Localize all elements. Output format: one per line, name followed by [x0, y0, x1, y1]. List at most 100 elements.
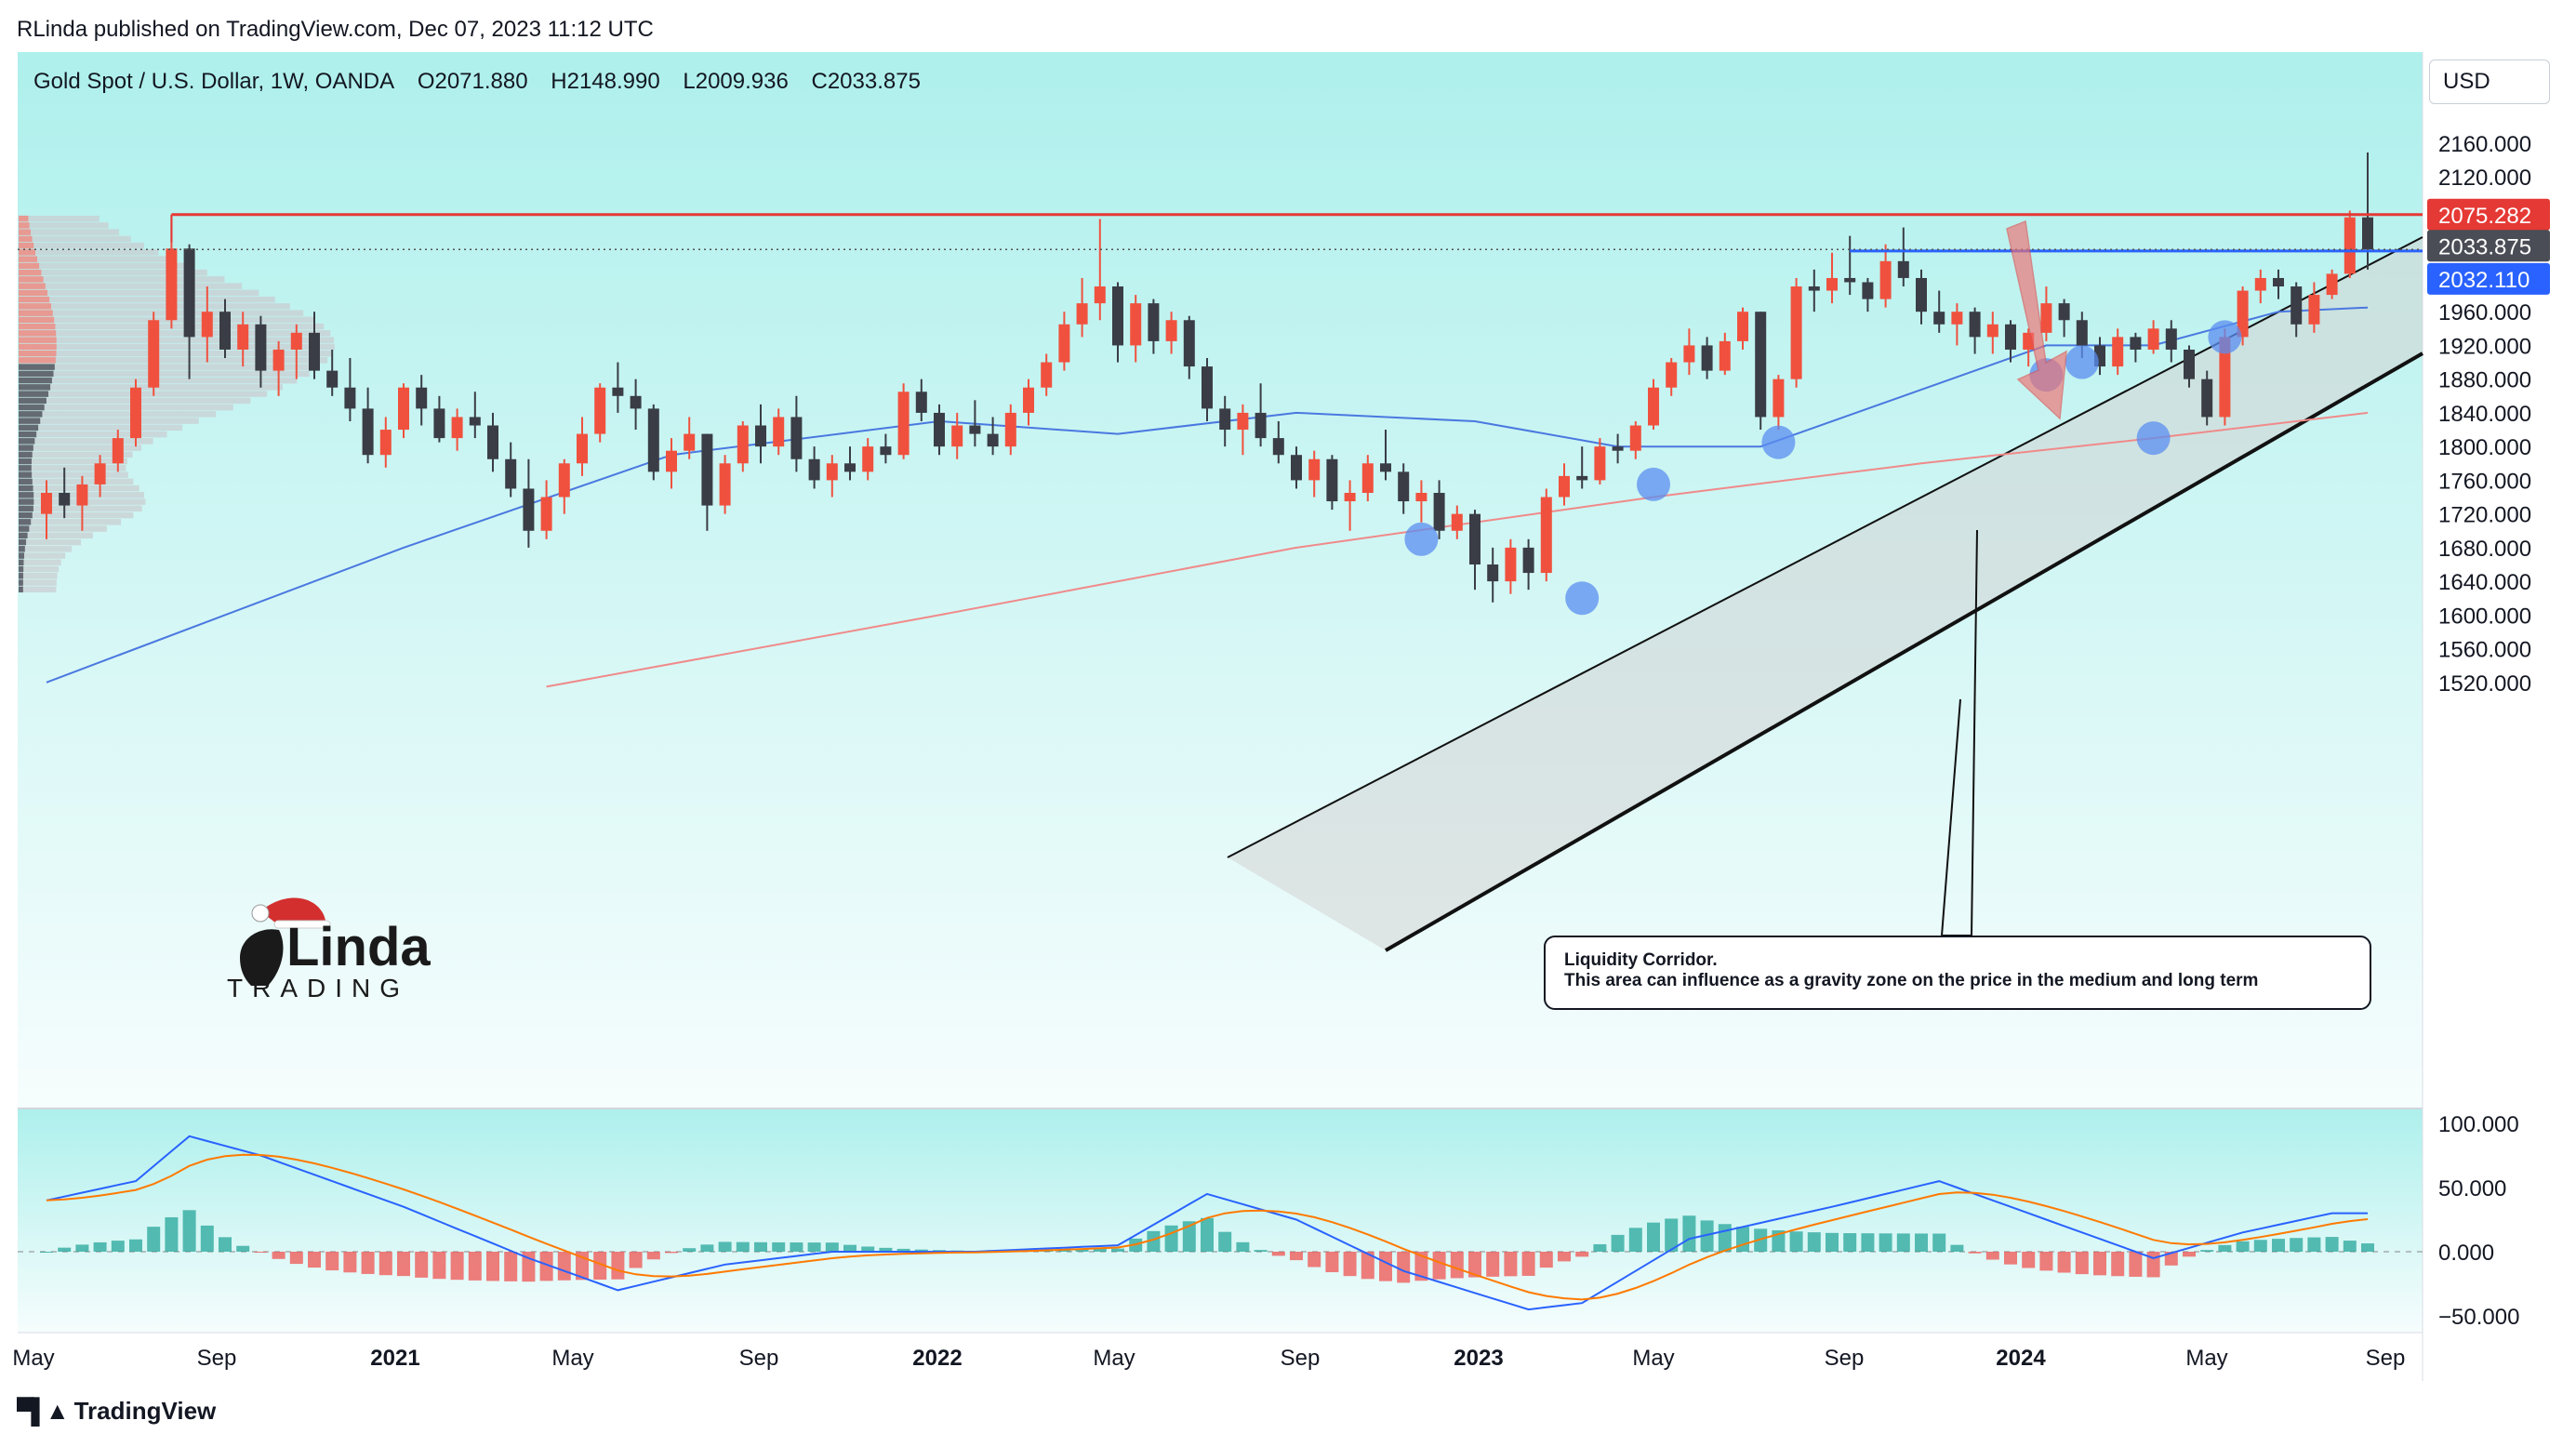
histogram-bar [1164, 1225, 1178, 1252]
candle-body [1916, 277, 1927, 312]
volume-profile-bar [19, 532, 93, 539]
volume-profile-bar-split [19, 215, 29, 222]
touch-point-icon [2065, 345, 2099, 379]
price-tick-label: 1960.000 [2438, 300, 2531, 325]
note-pointer-line [1941, 698, 1961, 936]
volume-profile-bar [19, 519, 122, 525]
histogram-bar [1414, 1252, 1428, 1281]
note-pointer-line [1971, 529, 1978, 936]
volume-profile-bar-split [19, 565, 24, 573]
volume-profile-bar [19, 249, 159, 256]
histogram-bar [272, 1252, 285, 1259]
histogram-bar [2236, 1241, 2250, 1252]
histogram-bar [2325, 1237, 2339, 1252]
volume-profile-bar-split [19, 519, 32, 525]
volume-profile-bar-split [19, 310, 53, 316]
price-tick-label: 1920.000 [2438, 334, 2531, 359]
volume-profile-bar-split [19, 350, 57, 357]
histogram-bar [1896, 1233, 1910, 1252]
macd-line [46, 1135, 2368, 1311]
histogram-bar [2361, 1243, 2374, 1252]
histogram-bar [2272, 1239, 2285, 1252]
histogram-bar [1254, 1250, 1268, 1252]
price-tick-label: 1840.000 [2438, 402, 2531, 427]
candle-body [1540, 497, 1552, 574]
oscillator-tick-label: −50.000 [2438, 1305, 2519, 1330]
candle-body [219, 312, 231, 350]
candle-body [112, 438, 124, 464]
histogram-bar [879, 1247, 893, 1252]
volume-profile-bar-split [19, 256, 38, 262]
histogram-bar [896, 1248, 910, 1252]
candle-body [1004, 412, 1016, 447]
volume-profile-bar [19, 431, 167, 438]
histogram-bar [378, 1252, 392, 1276]
blue-level-price-tag-bg [2427, 262, 2550, 295]
candle-body [1487, 564, 1499, 582]
candle-body [1130, 303, 1142, 346]
volume-profile-bar [19, 283, 243, 289]
candle-body [826, 463, 838, 481]
price-tick-label: 2120.000 [2438, 166, 2531, 191]
time-axis[interactable]: May Sep 2021 May Sep 2022 May Sep 2023 May Sep 2024… [12, 1346, 2405, 1371]
candle-body [2184, 349, 2195, 379]
volume-profile-bar [19, 565, 60, 573]
candle-body [469, 417, 481, 426]
volume-profile-bar [19, 262, 191, 270]
candle-body [2291, 286, 2303, 325]
histogram-bar [2022, 1252, 2036, 1268]
candle-body [1272, 438, 1284, 456]
volume-profile-bar-split [19, 249, 36, 256]
histogram-bar [1718, 1224, 1732, 1252]
volume-profile-bar [19, 424, 183, 431]
volume-profile-bar-split [19, 357, 56, 364]
candle-body [969, 425, 981, 434]
histogram-bar [1665, 1218, 1679, 1252]
volume-profile-bar-split [19, 411, 43, 418]
histogram-bar [1111, 1248, 1124, 1252]
tradingview-logo[interactable]: ▀▌▲ TradingView [17, 1397, 216, 1426]
candle-body [880, 446, 892, 456]
candle-body [2058, 303, 2070, 321]
volume-profile-bar [19, 418, 199, 424]
candle-body [1183, 320, 1195, 367]
histogram-bar [1628, 1228, 1642, 1252]
histogram-bar [1843, 1233, 1857, 1252]
candle-body [577, 433, 588, 464]
oscillator-axis[interactable]: 100.000 50.000 0.000 −50.000 [2438, 1112, 2519, 1330]
candle-body [790, 417, 803, 459]
histogram-bar [1432, 1252, 1446, 1280]
currency-button[interactable]: USD [2429, 60, 2550, 104]
price-tick-label: 2160.000 [2438, 132, 2531, 157]
volume-profile-bar [19, 538, 82, 546]
volume-profile-bar-split [19, 505, 33, 512]
histogram-bar [1700, 1220, 1714, 1252]
volume-profile-bar [19, 404, 233, 411]
price-tick-label: 1520.000 [2438, 671, 2531, 697]
volume-profile-bar [19, 445, 142, 451]
touch-point-icon [2136, 421, 2171, 456]
histogram-bar [2039, 1252, 2053, 1271]
histogram-bar [504, 1252, 518, 1281]
touch-point-icon [2208, 320, 2242, 354]
histogram-bar [2075, 1252, 2089, 1275]
candle-body [398, 387, 409, 431]
oscillator-tick-label: 0.000 [2438, 1241, 2494, 1266]
histogram-bar [1950, 1244, 1964, 1252]
histogram-bar [1754, 1228, 1768, 1252]
profile-silhouette-icon [240, 929, 284, 986]
histogram-bar [1807, 1232, 1821, 1252]
volume-profile-bar-split [19, 579, 23, 586]
open-value: O2071.880 [417, 69, 528, 94]
histogram-bar [1985, 1252, 1999, 1260]
candle-body [558, 463, 570, 498]
volume-profile-bar-split [19, 445, 33, 451]
candle-body [1398, 471, 1410, 502]
candle-body [666, 450, 677, 472]
histogram-bar [611, 1252, 625, 1280]
liquidity-note: Liquidity Corridor. This area can influe… [1544, 936, 2371, 1010]
candle-body [1629, 425, 1641, 451]
histogram-bar [450, 1252, 464, 1281]
histogram-bar [1468, 1252, 1481, 1278]
